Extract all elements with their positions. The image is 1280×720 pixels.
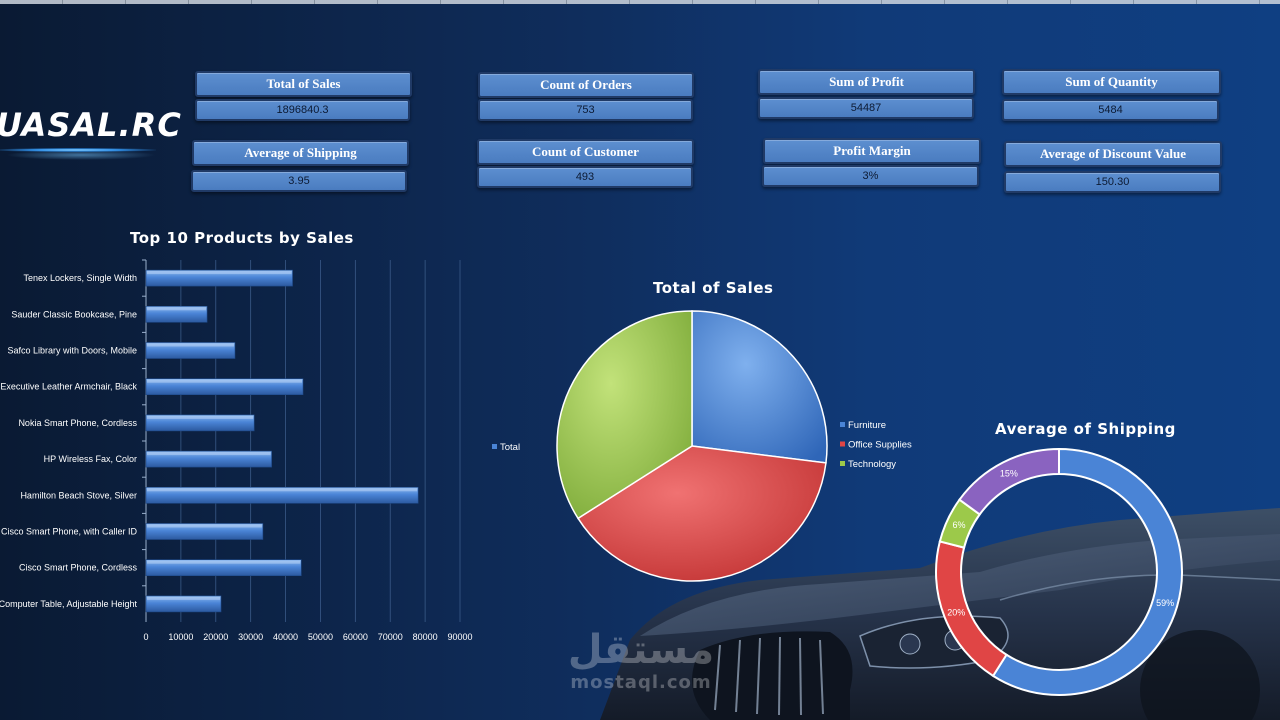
pie-legend-label: Office Supplies — [848, 440, 912, 451]
pie-legend-label: Technology — [848, 459, 896, 470]
bar-x-tick-label: 10000 — [168, 632, 193, 642]
bar-series — [145, 269, 419, 613]
bar-x-tick-label: 50000 — [308, 632, 333, 642]
bar-highlight — [147, 524, 262, 528]
kpi-sum-quantity-value: 5484 — [1002, 99, 1219, 121]
bar-highlight — [147, 307, 207, 311]
donut-slice — [991, 447, 1183, 696]
watermark-latin: mostaql.com — [570, 672, 712, 693]
pie-slice — [556, 310, 693, 520]
kpi-total-sales-label: Total of Sales — [195, 71, 412, 97]
donut-pct-label: 20% — [947, 608, 965, 618]
bar-highlight — [147, 452, 271, 456]
watermark-arabic: مستقل — [567, 627, 715, 673]
bar-category-label: Cisco Smart Phone, with Caller ID — [1, 527, 138, 537]
bar-category-labels: Tenex Lockers, Single Width Sauder Classi… — [0, 273, 137, 609]
kpi-sum-profit-label: Sum of Profit — [758, 69, 975, 95]
bar-category-label: Nokia Smart Phone, Cordless — [18, 418, 137, 428]
brand-logo: UASAL.RC — [0, 104, 181, 164]
pie-legend-swatch — [840, 422, 845, 427]
total-sales-pie-chart: Furniture Office Supplies Technology Total — [492, 310, 912, 582]
kpi-profit-margin-label: Profit Margin — [763, 138, 981, 164]
kpi-sum-quantity-label: Sum of Quantity — [1002, 69, 1221, 95]
bar-category-label: Cisco Smart Phone, Cordless — [19, 563, 138, 573]
bar-category-label: Executive Leather Armchair, Black — [0, 382, 137, 392]
donut-slice — [958, 447, 1060, 516]
kpi-sum-profit-value: 54487 — [758, 97, 974, 119]
pie-chart-title: Total of Sales — [653, 279, 774, 297]
kpi-count-customer-label: Count of Customer — [477, 139, 694, 165]
kpi-avg-shipping-value: 3.95 — [191, 170, 407, 192]
bar-category-label: Sauder Classic Bookcase, Pine — [11, 309, 137, 319]
bar-highlight — [147, 596, 221, 600]
bar-x-tick-label: 60000 — [343, 632, 368, 642]
watermark: مستقل mostaql.com — [556, 628, 726, 708]
bar-highlight — [147, 343, 234, 347]
kpi-count-orders-label: Count of Orders — [478, 72, 694, 98]
bar-category-label: Hamilton Beach Stove, Silver — [20, 490, 137, 500]
bar-x-tick-label: 90000 — [447, 632, 472, 642]
bar-x-tick-label: 40000 — [273, 632, 298, 642]
avg-shipping-donut-chart: 59% 20% 6% 15% — [935, 447, 1183, 696]
kpi-avg-discount-value: 150.30 — [1004, 171, 1221, 193]
bar-tick-labels: 0 10000 20000 30000 40000 50000 60000 70000 8000… — [143, 632, 472, 642]
bar-x-tick-label: 70000 — [378, 632, 403, 642]
bar — [145, 342, 236, 359]
pie-series-label: Total — [500, 442, 520, 453]
kpi-avg-shipping-label: Average of Shipping — [192, 140, 409, 166]
donut-pct-label: 59% — [1156, 598, 1174, 608]
pie-legend-label: Furniture — [848, 420, 886, 431]
spreadsheet-column-strip — [0, 0, 1280, 4]
donut-labels: 59% 20% 6% 15% — [947, 469, 1174, 618]
kpi-profit-margin-value: 3% — [762, 165, 979, 187]
donut-chart-title: Average of Shipping — [995, 420, 1176, 438]
bar — [145, 595, 222, 613]
bar — [145, 269, 293, 287]
bar-highlight — [147, 379, 302, 383]
bar — [145, 414, 255, 432]
pie-series-legend: Total — [492, 442, 520, 453]
bar-category-label: Safco Library with Doors, Mobile — [7, 346, 137, 356]
bar — [145, 378, 304, 395]
bar-category-label: HP Wireless Fax, Color — [44, 454, 137, 464]
bar-highlight — [147, 415, 254, 419]
bar — [145, 523, 264, 540]
pie-series-swatch — [492, 444, 497, 449]
pie-slice — [691, 310, 828, 464]
kpi-avg-discount-label: Average of Discount Value — [1004, 141, 1222, 167]
bar-highlight — [147, 271, 292, 275]
bar — [145, 450, 272, 468]
bar-chart-title: Top 10 Products by Sales — [130, 229, 354, 247]
kpi-count-customer-value: 493 — [477, 166, 693, 188]
kpi-count-orders-value: 753 — [478, 99, 693, 121]
bar — [145, 305, 208, 323]
top-products-bar-chart: Tenex Lockers, Single Width Sauder Classi… — [0, 259, 473, 642]
logo-text: UASAL.RC — [0, 106, 182, 144]
bar — [145, 559, 302, 577]
bar-highlight — [147, 560, 301, 564]
donut-slices — [935, 447, 1183, 696]
pie-legend: Furniture Office Supplies Technology — [840, 420, 912, 470]
donut-pct-label: 15% — [1000, 469, 1018, 479]
pie-slices — [556, 310, 828, 582]
kpi-total-sales-value: 1896840.3 — [195, 99, 410, 121]
pie-legend-swatch — [840, 461, 845, 466]
bar-highlight — [147, 488, 418, 492]
bar-x-tick-label: 0 — [143, 632, 148, 642]
bar-category-label: Computer Table, Adjustable Height — [0, 599, 137, 609]
donut-pct-label: 6% — [953, 520, 966, 530]
bar-x-tick-label: 30000 — [238, 632, 263, 642]
bar-x-tick-label: 20000 — [203, 632, 228, 642]
bar-category-label: Tenex Lockers, Single Width — [23, 273, 137, 283]
bar-x-tick-label: 80000 — [413, 632, 438, 642]
pie-legend-swatch — [840, 441, 845, 447]
bar — [145, 487, 419, 504]
